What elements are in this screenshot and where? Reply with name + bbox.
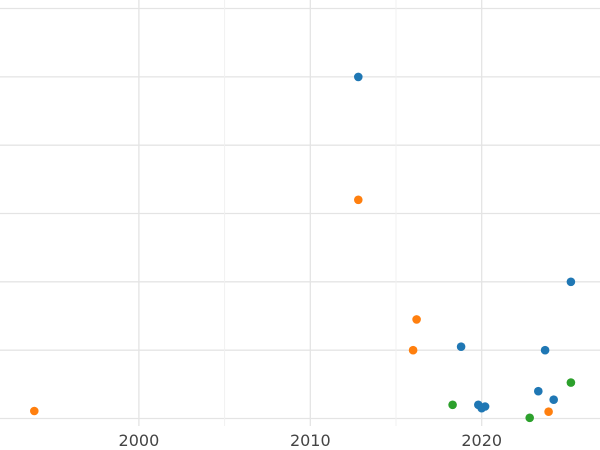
point-s0-4 bbox=[534, 386, 543, 396]
point-s0-3 bbox=[540, 345, 550, 355]
point-s0-0 bbox=[354, 72, 363, 82]
point-s1-1 bbox=[412, 315, 421, 324]
point-s2-0 bbox=[566, 378, 576, 387]
x-tick-label-1: 2010 bbox=[290, 431, 331, 450]
point-s0-8 bbox=[477, 403, 487, 413]
point-s1-3 bbox=[544, 407, 553, 417]
point-s1-0 bbox=[354, 195, 363, 205]
point-s0-5 bbox=[549, 395, 558, 405]
point-s1-4 bbox=[30, 406, 39, 416]
point-s2-1 bbox=[448, 400, 457, 410]
point-s2-2 bbox=[525, 413, 534, 423]
point-s0-2 bbox=[456, 342, 466, 352]
grid-layer bbox=[0, 0, 600, 426]
x-tick-label-2: 2020 bbox=[461, 431, 502, 450]
point-s1-2 bbox=[408, 345, 418, 355]
x-tick-label-0: 2000 bbox=[119, 431, 160, 450]
points-layer bbox=[30, 72, 576, 423]
point-s0-1 bbox=[566, 277, 576, 287]
x-tick-labels: 2000 2010 2020 bbox=[119, 431, 503, 450]
